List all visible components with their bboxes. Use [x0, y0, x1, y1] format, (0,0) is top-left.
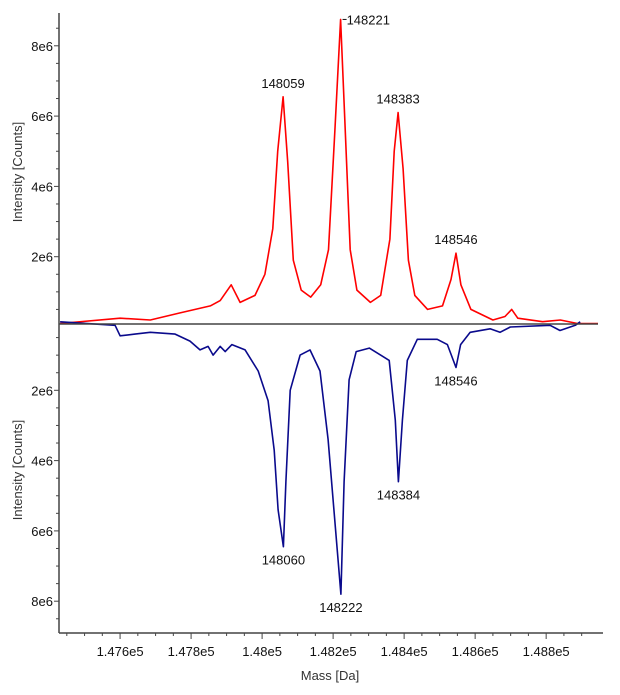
x-tick-label: 1.476e5	[97, 644, 144, 659]
x-tick-label: 1.478e5	[168, 644, 215, 659]
y-tick-label-top: 4e6	[31, 179, 53, 194]
peak-label-bottom: 148546	[434, 373, 477, 388]
y-tick-label-top: 6e6	[31, 109, 53, 124]
x-tick-label: 1.484e5	[381, 644, 428, 659]
y-tick-label-bottom: 8e6	[31, 594, 53, 609]
y-tick-label-bottom: 2e6	[31, 383, 53, 398]
y-axis-label-bottom: Intensity [Counts]	[10, 420, 25, 520]
x-tick-label: 1.482e5	[310, 644, 357, 659]
peak-label-top: 148221	[347, 12, 390, 27]
x-axis-label: Mass [Da]	[301, 668, 360, 683]
x-tick-label: 1.488e5	[523, 644, 570, 659]
spectrum-trace-top	[60, 18, 598, 325]
spectrum-trace-bottom	[60, 321, 581, 596]
peak-label-bottom: 148060	[262, 553, 305, 568]
y-tick-label-top: 8e6	[31, 39, 53, 54]
peak-label-top: 148546	[434, 232, 477, 247]
y-tick-label-bottom: 4e6	[31, 454, 53, 469]
x-tick-label: 1.48e5	[242, 644, 282, 659]
y-tick-label-top: 2e6	[31, 250, 53, 265]
y-tick-label-bottom: 6e6	[31, 524, 53, 539]
peak-label-bottom: 148222	[319, 600, 362, 615]
plot-area: 1.476e5 1.478e5 1.48e5 1.482e5 1.484e5 1.486e…	[31, 12, 603, 659]
peak-label-top: 148383	[376, 92, 419, 107]
x-tick-label: 1.486e5	[452, 644, 499, 659]
y-axis-label-top: Intensity [Counts]	[10, 122, 25, 222]
peak-label-bottom: 148384	[377, 488, 420, 503]
peak-label-top: 148059	[261, 76, 304, 91]
